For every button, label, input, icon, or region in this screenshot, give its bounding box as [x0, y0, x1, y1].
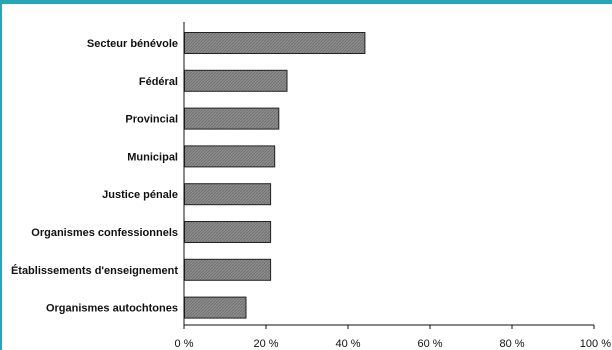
x-tick-label: 40 %	[335, 338, 360, 350]
x-tick-label: 20 %	[253, 338, 278, 350]
category-label: Secteur bénévole	[87, 38, 178, 50]
category-label: Organismes autochtones	[46, 303, 178, 315]
bar	[184, 221, 272, 243]
bar	[184, 145, 276, 168]
top-accent-rule	[0, 0, 612, 4]
bar	[184, 107, 280, 130]
bar	[184, 183, 272, 206]
bar	[184, 69, 288, 92]
category-label: Provincial	[125, 114, 178, 126]
x-tick-label: 100 %	[580, 338, 611, 350]
x-tick-label: 80 %	[499, 338, 524, 350]
bar	[184, 32, 366, 54]
x-tick-label: 0 %	[175, 338, 194, 350]
bar	[184, 258, 272, 281]
x-tick-label: 60 %	[417, 338, 442, 350]
left-accent-rule	[0, 0, 2, 350]
category-label: Organismes confessionnels	[31, 227, 178, 239]
category-label: Municipal	[127, 151, 178, 163]
category-label: Établissements d'enseignement	[11, 264, 178, 277]
bar	[184, 296, 247, 319]
category-label: Fédéral	[139, 76, 178, 88]
category-label: Justice pénale	[102, 189, 178, 201]
